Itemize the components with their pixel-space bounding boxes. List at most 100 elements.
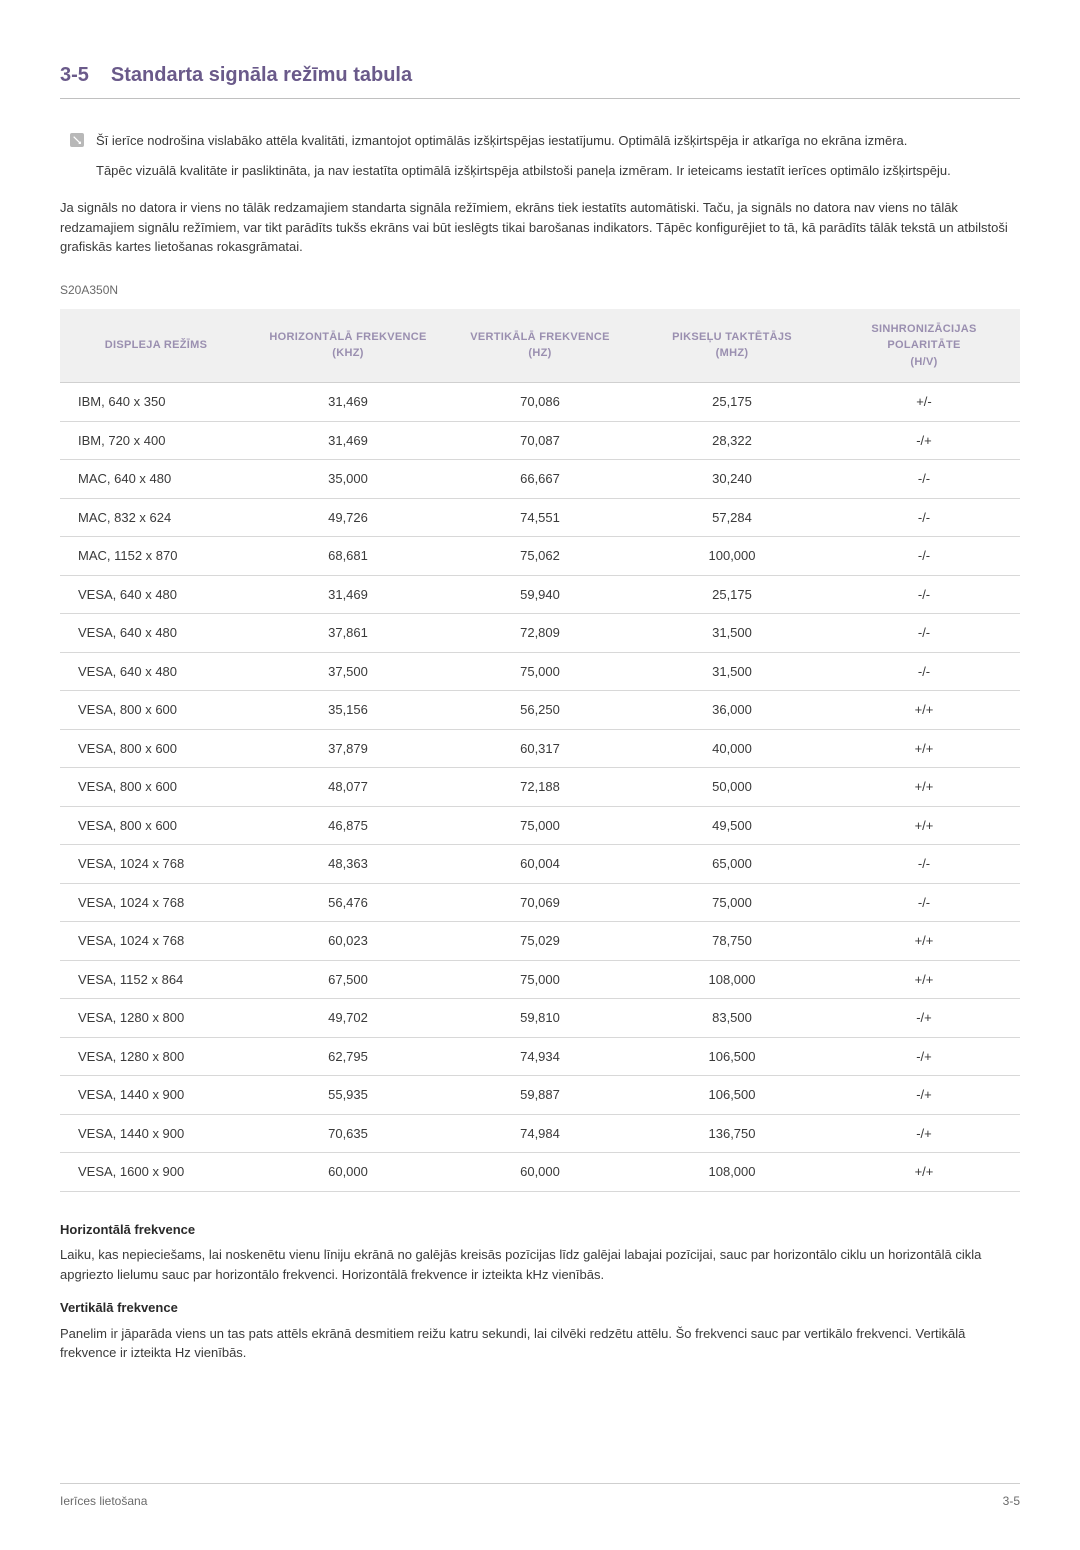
heading-title: Standarta signāla režīmu tabula bbox=[111, 60, 412, 90]
table-col-header: DISPLEJA REŽĪMS bbox=[60, 309, 252, 383]
table-cell: 55,935 bbox=[252, 1076, 444, 1115]
table-cell: VESA, 800 x 600 bbox=[60, 691, 252, 730]
table-cell: -/- bbox=[828, 498, 1020, 537]
table-cell: VESA, 800 x 600 bbox=[60, 768, 252, 807]
definitions: Horizontālā frekvence Laiku, kas nepieci… bbox=[60, 1220, 1020, 1363]
def-text-1: Laiku, kas nepieciešams, lai noskenētu v… bbox=[60, 1245, 1020, 1284]
table-cell: 74,984 bbox=[444, 1114, 636, 1153]
callout-text-1: Šī ierīce nodrošina vislabāko attēla kva… bbox=[96, 131, 1020, 151]
table-row: VESA, 1280 x 80062,79574,934106,500-/+ bbox=[60, 1037, 1020, 1076]
table-cell: 60,023 bbox=[252, 922, 444, 961]
table-cell: 49,500 bbox=[636, 806, 828, 845]
table-cell: -/- bbox=[828, 652, 1020, 691]
table-cell: 31,469 bbox=[252, 383, 444, 422]
table-cell: +/- bbox=[828, 383, 1020, 422]
table-cell: +/+ bbox=[828, 806, 1020, 845]
def-heading-2: Vertikālā frekvence bbox=[60, 1298, 1020, 1318]
table-header: DISPLEJA REŽĪMSHORIZONTĀLĀ FREKVENCE(KHZ… bbox=[60, 309, 1020, 383]
table-cell: 56,250 bbox=[444, 691, 636, 730]
table-cell: 30,240 bbox=[636, 460, 828, 499]
table-cell: 25,175 bbox=[636, 575, 828, 614]
section-heading: 3-5 Standarta signāla režīmu tabula bbox=[60, 60, 1020, 99]
table-cell: VESA, 800 x 600 bbox=[60, 729, 252, 768]
table-col-header: VERTIKĀLĀ FREKVENCE(HZ) bbox=[444, 309, 636, 383]
table-cell: 75,000 bbox=[444, 960, 636, 999]
table-cell: VESA, 800 x 600 bbox=[60, 806, 252, 845]
table-cell: 70,086 bbox=[444, 383, 636, 422]
table-cell: 50,000 bbox=[636, 768, 828, 807]
table-cell: 74,551 bbox=[444, 498, 636, 537]
def-text-2: Panelim ir jāparāda viens un tas pats at… bbox=[60, 1324, 1020, 1363]
footer-left: Ierīces lietošana bbox=[60, 1492, 147, 1510]
table-cell: 35,156 bbox=[252, 691, 444, 730]
table-cell: MAC, 832 x 624 bbox=[60, 498, 252, 537]
table-cell: VESA, 1600 x 900 bbox=[60, 1153, 252, 1192]
table-cell: 106,500 bbox=[636, 1076, 828, 1115]
table-cell: MAC, 1152 x 870 bbox=[60, 537, 252, 576]
table-body: IBM, 640 x 35031,46970,08625,175+/-IBM, … bbox=[60, 383, 1020, 1192]
table-cell: 31,469 bbox=[252, 575, 444, 614]
signal-modes-table: DISPLEJA REŽĪMSHORIZONTĀLĀ FREKVENCE(KHZ… bbox=[60, 309, 1020, 1192]
table-row: MAC, 832 x 62449,72674,55157,284-/- bbox=[60, 498, 1020, 537]
table-cell: 37,861 bbox=[252, 614, 444, 653]
table-cell: MAC, 640 x 480 bbox=[60, 460, 252, 499]
table-cell: 31,469 bbox=[252, 421, 444, 460]
callout-text-2: Tāpēc vizuālā kvalitāte ir pasliktināta,… bbox=[96, 161, 1020, 181]
table-cell: 75,000 bbox=[444, 806, 636, 845]
table-cell: 36,000 bbox=[636, 691, 828, 730]
def-heading-1: Horizontālā frekvence bbox=[60, 1220, 1020, 1240]
table-cell: VESA, 1152 x 864 bbox=[60, 960, 252, 999]
table-cell: 31,500 bbox=[636, 614, 828, 653]
table-cell: +/+ bbox=[828, 691, 1020, 730]
table-cell: +/+ bbox=[828, 960, 1020, 999]
table-cell: 62,795 bbox=[252, 1037, 444, 1076]
table-cell: 60,317 bbox=[444, 729, 636, 768]
table-cell: IBM, 720 x 400 bbox=[60, 421, 252, 460]
table-row: VESA, 1024 x 76856,47670,06975,000-/- bbox=[60, 883, 1020, 922]
footer-right: 3-5 bbox=[1003, 1492, 1020, 1510]
table-cell: 49,702 bbox=[252, 999, 444, 1038]
table-cell: 65,000 bbox=[636, 845, 828, 884]
table-cell: VESA, 1024 x 768 bbox=[60, 883, 252, 922]
table-row: VESA, 1024 x 76848,36360,00465,000-/- bbox=[60, 845, 1020, 884]
table-row: MAC, 1152 x 87068,68175,062100,000-/- bbox=[60, 537, 1020, 576]
table-cell: IBM, 640 x 350 bbox=[60, 383, 252, 422]
table-cell: VESA, 1280 x 800 bbox=[60, 999, 252, 1038]
table-cell: 59,940 bbox=[444, 575, 636, 614]
table-cell: -/- bbox=[828, 845, 1020, 884]
table-row: VESA, 800 x 60037,87960,31740,000+/+ bbox=[60, 729, 1020, 768]
table-cell: 49,726 bbox=[252, 498, 444, 537]
table-cell: 106,500 bbox=[636, 1037, 828, 1076]
table-cell: 75,029 bbox=[444, 922, 636, 961]
table-cell: -/- bbox=[828, 614, 1020, 653]
table-row: VESA, 1600 x 90060,00060,000108,000+/+ bbox=[60, 1153, 1020, 1192]
table-cell: -/- bbox=[828, 537, 1020, 576]
table-cell: +/+ bbox=[828, 729, 1020, 768]
table-row: VESA, 800 x 60035,15656,25036,000+/+ bbox=[60, 691, 1020, 730]
table-cell: 28,322 bbox=[636, 421, 828, 460]
table-row: VESA, 1440 x 90070,63574,984136,750-/+ bbox=[60, 1114, 1020, 1153]
table-cell: -/- bbox=[828, 460, 1020, 499]
table-cell: 37,500 bbox=[252, 652, 444, 691]
table-cell: VESA, 1024 x 768 bbox=[60, 922, 252, 961]
intro-paragraph: Ja signāls no datora ir viens no tālāk r… bbox=[60, 198, 1020, 257]
table-col-header: SINHRONIZĀCIJAS POLARITĀTE(H/V) bbox=[828, 309, 1020, 383]
table-cell: 59,810 bbox=[444, 999, 636, 1038]
table-row: IBM, 640 x 35031,46970,08625,175+/- bbox=[60, 383, 1020, 422]
table-cell: 68,681 bbox=[252, 537, 444, 576]
table-cell: -/- bbox=[828, 883, 1020, 922]
table-row: VESA, 1024 x 76860,02375,02978,750+/+ bbox=[60, 922, 1020, 961]
table-cell: 48,363 bbox=[252, 845, 444, 884]
table-cell: 75,000 bbox=[636, 883, 828, 922]
table-cell: 136,750 bbox=[636, 1114, 828, 1153]
table-cell: 48,077 bbox=[252, 768, 444, 807]
page-footer: Ierīces lietošana 3-5 bbox=[60, 1483, 1020, 1510]
info-callout: Šī ierīce nodrošina vislabāko attēla kva… bbox=[96, 131, 1020, 180]
table-cell: 78,750 bbox=[636, 922, 828, 961]
table-cell: 108,000 bbox=[636, 960, 828, 999]
table-cell: 56,476 bbox=[252, 883, 444, 922]
table-cell: -/+ bbox=[828, 1037, 1020, 1076]
table-row: VESA, 640 x 48037,86172,80931,500-/- bbox=[60, 614, 1020, 653]
table-row: VESA, 800 x 60048,07772,18850,000+/+ bbox=[60, 768, 1020, 807]
table-cell: 60,004 bbox=[444, 845, 636, 884]
